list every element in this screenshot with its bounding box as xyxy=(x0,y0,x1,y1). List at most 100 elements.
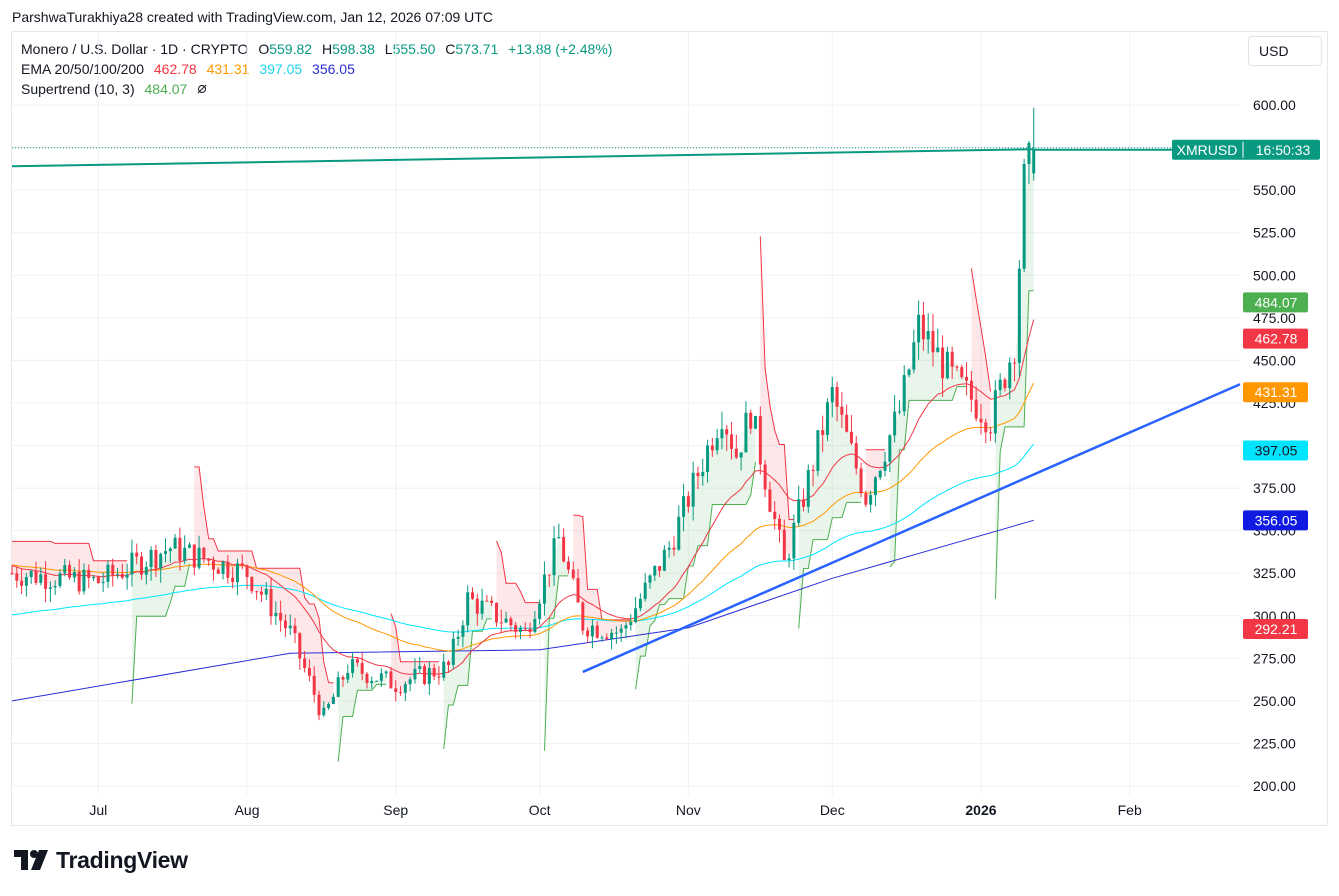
candle-body xyxy=(379,673,383,681)
price-badge: 292.21 xyxy=(1243,619,1308,640)
candle-body xyxy=(293,625,297,634)
candle-body xyxy=(298,633,302,659)
candle-body xyxy=(725,429,729,435)
candle-body xyxy=(653,566,657,576)
candle-body xyxy=(950,351,954,367)
candle-body xyxy=(514,625,518,632)
candle-body xyxy=(768,489,772,512)
candle-body xyxy=(183,547,187,561)
candle-body xyxy=(1027,142,1031,164)
candle-body xyxy=(355,659,359,663)
candle-body xyxy=(250,577,254,592)
y-tick-label: 275.00 xyxy=(1253,650,1296,666)
y-tick-label: 500.00 xyxy=(1253,267,1296,283)
supertrend-down-fill xyxy=(496,541,540,631)
candle-body xyxy=(461,625,465,637)
candle-body xyxy=(106,564,110,582)
candle-body xyxy=(600,637,604,639)
candle-body xyxy=(595,625,599,638)
candle-body xyxy=(197,547,201,568)
candle-body xyxy=(307,668,311,676)
candle-body xyxy=(797,499,801,523)
candle-body xyxy=(168,548,172,552)
candle-body xyxy=(590,625,594,637)
open-value: 559.82 xyxy=(269,41,313,57)
price-badge-label: 431.31 xyxy=(1255,384,1298,400)
ema200-line xyxy=(11,519,1034,702)
candle-body xyxy=(523,628,527,630)
time-axis: Jul Aug Sep Oct Nov Dec 2026 Feb xyxy=(89,802,1142,818)
candle-body xyxy=(614,632,618,634)
hidden-eye-icon[interactable] xyxy=(197,81,207,97)
candle-body xyxy=(451,638,455,665)
candle-body xyxy=(869,495,873,505)
candle-body xyxy=(82,569,86,592)
candle-body xyxy=(720,429,724,439)
candle-body xyxy=(154,549,158,569)
price-badge: 397.05 xyxy=(1243,440,1308,461)
candle-body xyxy=(864,493,868,505)
candle-body xyxy=(945,351,949,379)
symbol-legend[interactable]: Monero / U.S. Dollar · 1D · CRYPTO O559.… xyxy=(21,41,614,57)
supertrend-down-line xyxy=(496,540,540,604)
tradingview-brand[interactable]: TradingView xyxy=(12,846,188,874)
candle-body xyxy=(586,630,590,637)
candle-body xyxy=(984,422,988,433)
candle-body xyxy=(859,468,863,494)
candle-body xyxy=(331,696,335,704)
supertrend-up-fill xyxy=(443,595,492,749)
candle-body xyxy=(394,688,398,693)
candle-body xyxy=(480,600,484,614)
candle-body xyxy=(442,661,446,678)
candle-body xyxy=(754,416,758,429)
candle-body xyxy=(706,445,710,472)
candle-body xyxy=(475,598,479,614)
candle-body xyxy=(763,464,767,490)
tradingview-logo-icon xyxy=(14,850,48,870)
close-value: 573.71 xyxy=(455,41,499,57)
candle-body xyxy=(96,577,100,584)
x-tick-label: Feb xyxy=(1118,802,1142,818)
candle-body xyxy=(715,438,719,451)
currency-button[interactable]: USD xyxy=(1248,36,1322,66)
candle-body xyxy=(192,544,196,568)
y-tick-label: 600.00 xyxy=(1253,97,1296,113)
ema-legend[interactable]: EMA 20/50/100/200 462.78 431.31 397.05 3… xyxy=(21,61,357,77)
y-tick-label: 375.00 xyxy=(1253,480,1296,496)
candle-body xyxy=(384,671,388,674)
candle-body xyxy=(389,671,393,689)
candle-body xyxy=(92,577,96,579)
candle-body xyxy=(327,703,331,708)
candle-body xyxy=(734,448,738,458)
candle-body xyxy=(801,499,805,507)
candle-body xyxy=(816,430,820,471)
candle-body xyxy=(965,376,969,381)
candle-body xyxy=(686,496,690,507)
candle-body xyxy=(499,622,503,624)
high-value: 598.38 xyxy=(332,41,375,57)
candle-body xyxy=(226,561,230,578)
candle-body xyxy=(231,577,235,583)
candle-body xyxy=(701,471,705,477)
candle-body xyxy=(264,588,268,595)
candle-body xyxy=(48,587,52,589)
candle-body xyxy=(854,443,858,469)
supertrend-up-fill xyxy=(798,394,861,629)
supertrend-up-line xyxy=(443,618,492,750)
candle-body xyxy=(782,529,786,561)
candle-body xyxy=(437,676,441,678)
candle-body xyxy=(216,569,220,574)
price-tag-symbol: XMRUSD xyxy=(1177,142,1238,158)
candle-body xyxy=(202,547,206,559)
candle-body xyxy=(778,518,781,530)
candle-body xyxy=(878,470,882,478)
candle-body xyxy=(1032,149,1036,174)
supertrend-legend[interactable]: Supertrend (10, 3) 484.07 xyxy=(21,81,209,97)
candle-body xyxy=(432,667,436,677)
supertrend-down-fill xyxy=(865,449,885,500)
candle-body xyxy=(44,574,48,589)
supertrend-down-fill xyxy=(391,613,439,693)
candle-body xyxy=(969,380,973,400)
candle-body xyxy=(998,379,1002,391)
